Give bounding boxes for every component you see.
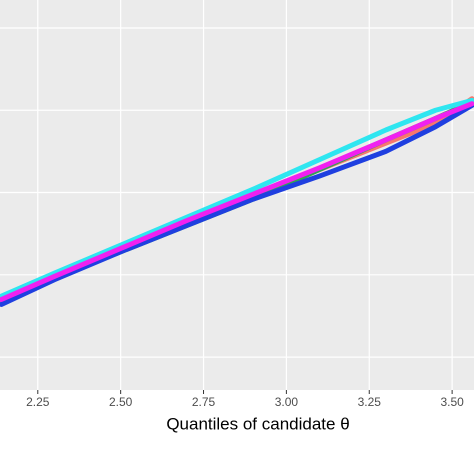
series-line (0, 102, 474, 307)
x-tick-label: 2.75 (192, 395, 216, 409)
x-tick-label: 3.50 (440, 395, 464, 409)
x-tick-label: 3.00 (275, 395, 299, 409)
series-line (0, 101, 474, 302)
series-line (0, 97, 474, 299)
x-tick-label: 2.50 (109, 395, 133, 409)
x-axis-label: Quantiles of candidate θ (166, 414, 349, 433)
x-tick-label: 2.25 (26, 395, 50, 409)
x-tick-label: 3.25 (358, 395, 382, 409)
